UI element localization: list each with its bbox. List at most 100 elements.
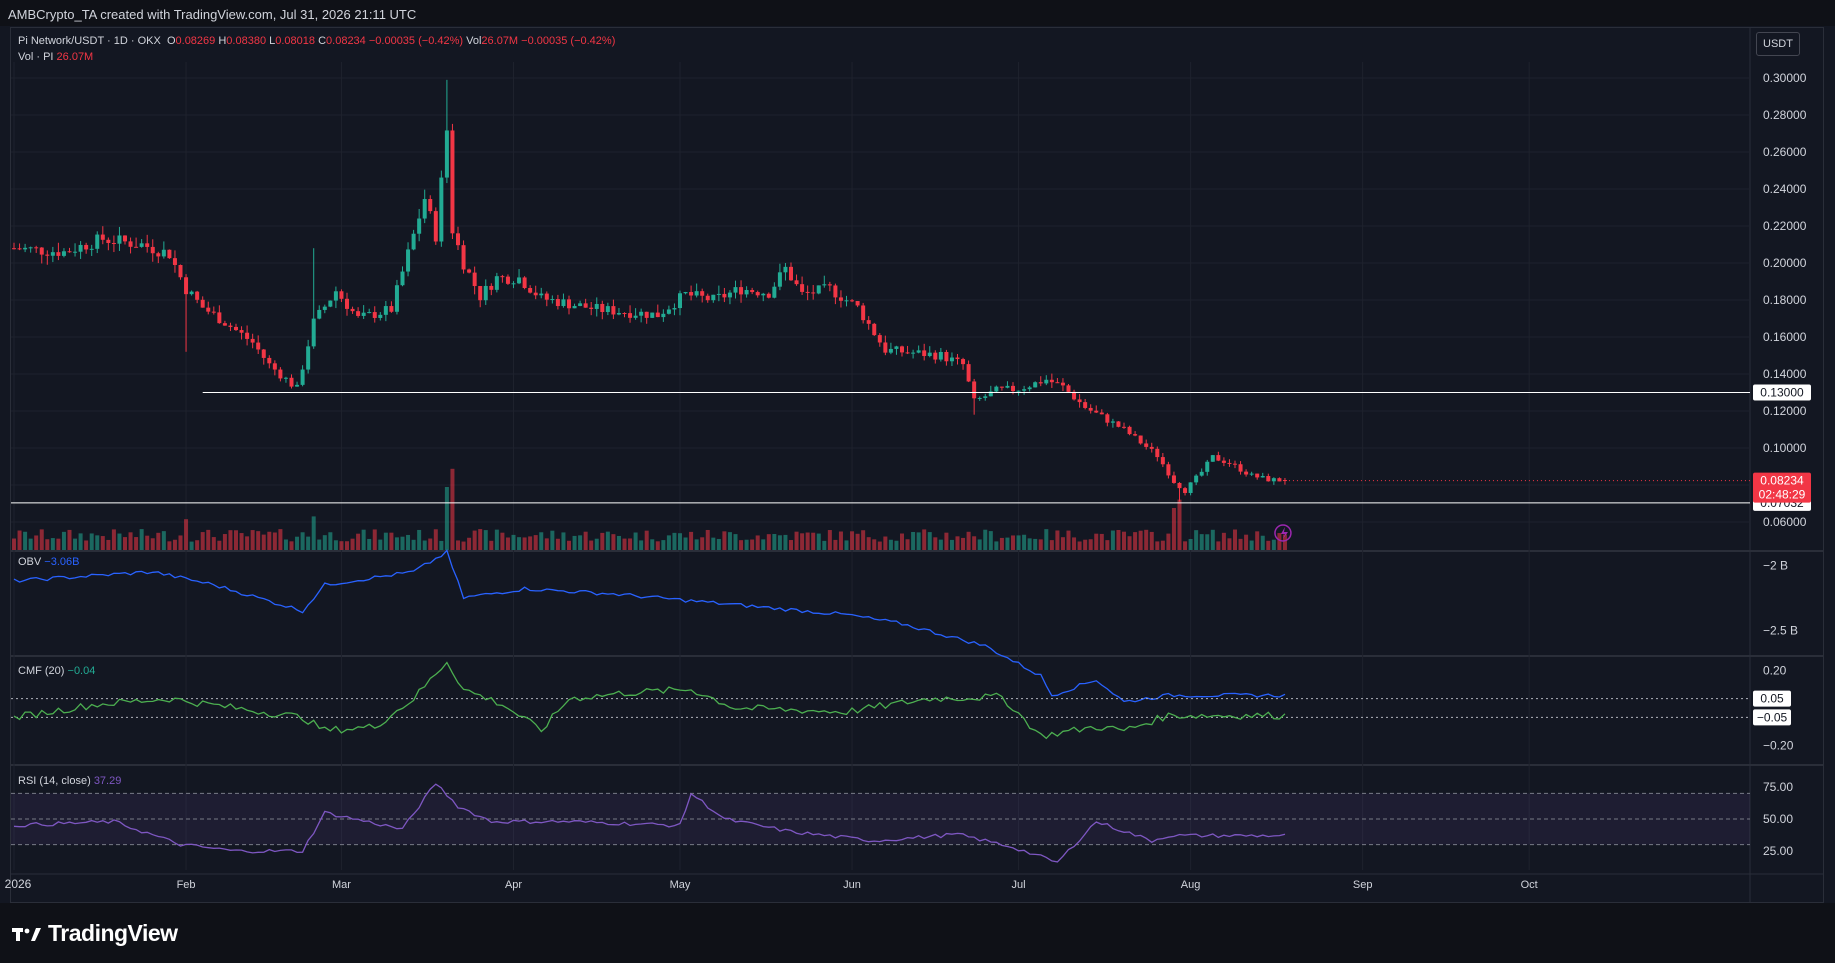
- volume-bar: [211, 537, 216, 550]
- candle-body: [678, 293, 682, 309]
- candle: [733, 280, 738, 299]
- volume-bar: [195, 540, 200, 550]
- cmf-legend[interactable]: CMF (20) −0.04: [18, 665, 95, 677]
- candle: [1016, 390, 1021, 396]
- tradingview-logo[interactable]: TradingView: [12, 920, 178, 947]
- candle: [1205, 459, 1210, 476]
- volume-bar: [1238, 538, 1243, 550]
- candle-body: [1011, 385, 1015, 392]
- volume-bar: [39, 529, 44, 550]
- candle-body: [711, 294, 716, 301]
- volume-bar: [605, 531, 610, 550]
- rsi-label: RSI (14, close): [18, 775, 91, 787]
- candle-body: [1260, 476, 1265, 478]
- time-axis-label: Oct: [1521, 879, 1538, 891]
- candle: [739, 280, 744, 303]
- volume-bar: [522, 537, 527, 550]
- candle: [600, 300, 605, 320]
- volume-bar: [472, 530, 477, 550]
- volume-bar: [977, 539, 982, 550]
- currency-button[interactable]: USDT: [1756, 32, 1800, 56]
- candle: [295, 381, 300, 387]
- volume-bar: [872, 539, 877, 550]
- price-tick-label: 0.12000: [1763, 404, 1807, 418]
- candle: [822, 275, 827, 288]
- candle: [106, 237, 111, 251]
- candle: [972, 378, 977, 415]
- volume-bar: [139, 529, 144, 550]
- volume-bar: [916, 532, 921, 550]
- candle: [195, 290, 200, 304]
- candle: [45, 250, 50, 265]
- candle-body: [250, 338, 255, 343]
- candle-body: [1138, 435, 1143, 444]
- candle-body: [411, 233, 416, 250]
- volume-bar: [1044, 529, 1049, 550]
- candle-body: [766, 293, 771, 298]
- candle-body: [394, 285, 399, 312]
- candle: [833, 283, 838, 305]
- price-tick-label: 0.22000: [1763, 219, 1807, 233]
- volume-bar: [805, 532, 810, 550]
- volume-bar: [755, 535, 760, 550]
- volume-bar: [894, 540, 899, 550]
- candle: [1199, 468, 1204, 477]
- candle: [1094, 405, 1099, 414]
- candle: [200, 296, 205, 308]
- candle-body: [61, 251, 66, 256]
- candle: [827, 281, 832, 292]
- volume-bar: [1260, 535, 1265, 550]
- candle: [911, 349, 916, 359]
- candle: [1116, 421, 1121, 428]
- volume-bar: [528, 536, 533, 550]
- volume-bar: [161, 531, 166, 550]
- candle-body: [222, 323, 227, 326]
- volume-bar: [1122, 531, 1126, 550]
- header-bar: AMBCrypto_TA created with TradingView.co…: [0, 0, 1835, 26]
- candle-body: [700, 291, 705, 296]
- volume-bar: [1060, 537, 1065, 550]
- rsi-legend[interactable]: RSI (14, close) 37.29: [18, 775, 121, 787]
- candle: [783, 263, 788, 281]
- volume-bar: [1077, 541, 1082, 550]
- candle-body: [217, 312, 222, 324]
- volume-bar: [1227, 538, 1232, 550]
- volume-bar: [78, 533, 83, 550]
- volume-bar: [1033, 538, 1038, 550]
- candle-body: [1205, 461, 1210, 472]
- candle-body: [661, 313, 666, 318]
- volume-legend[interactable]: Vol · PI 26.07M: [18, 51, 93, 63]
- volume-bar: [666, 535, 671, 550]
- candle-body: [39, 247, 44, 255]
- candle-body: [1055, 382, 1060, 384]
- volume-bar: [777, 535, 782, 550]
- candle-body: [838, 297, 843, 301]
- candle-body: [639, 311, 644, 316]
- volume-bar: [1138, 530, 1143, 550]
- volume-bar: [511, 534, 516, 550]
- volume-bar: [1199, 534, 1204, 550]
- candle: [161, 241, 166, 259]
- candle: [744, 286, 749, 298]
- volume-bar: [283, 539, 288, 550]
- candle-body: [739, 287, 744, 295]
- candle: [61, 248, 66, 258]
- candle: [628, 305, 633, 323]
- candle-body: [650, 312, 655, 318]
- vol-label: Vol: [466, 35, 482, 47]
- time-axis-label: Apr: [505, 879, 522, 891]
- candle: [761, 292, 766, 302]
- candle: [999, 386, 1004, 391]
- candle-body: [1133, 434, 1138, 436]
- candle: [217, 305, 222, 324]
- candle: [383, 300, 388, 322]
- symbol-label[interactable]: Pi Network/USDT · 1D · OKX: [18, 35, 161, 47]
- volume-bar: [689, 531, 694, 550]
- candle-body: [644, 311, 649, 318]
- volume-bar: [61, 531, 66, 550]
- candle-body: [628, 313, 633, 318]
- volume-bar: [655, 541, 660, 550]
- obv-legend[interactable]: OBV −3.06B: [18, 556, 79, 568]
- candle: [156, 251, 161, 264]
